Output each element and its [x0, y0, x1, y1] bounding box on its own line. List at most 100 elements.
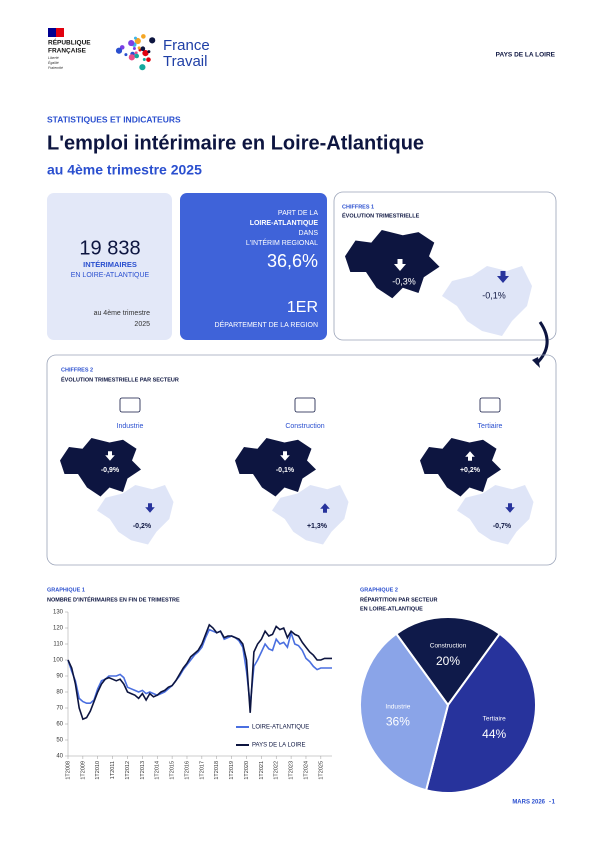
sector-name: Tertiaire: [478, 423, 503, 430]
logo-dot: [139, 64, 146, 71]
dept-map: [345, 230, 440, 299]
chart-title: RÉPARTITION PAR SECTEUR: [360, 595, 437, 603]
x-tick-label: 1T2017: [199, 761, 205, 780]
kpi-rank-label: DÉPARTEMENT DE LA REGION: [215, 320, 318, 329]
logo-dot: [141, 34, 146, 39]
kpi-label: INTÉRIMAIRES: [83, 260, 137, 269]
logo-dot: [142, 58, 146, 62]
logo-dot: [147, 50, 151, 54]
x-tick-label: 1T2024: [303, 761, 309, 780]
motto: Égalité: [48, 60, 59, 65]
kpi-label: PART DE LA: [278, 210, 318, 217]
pie-slice: [359, 632, 450, 792]
x-tick-label: 1T2025: [318, 761, 324, 780]
footer-sep: -: [549, 800, 551, 806]
slice-value: 44%: [482, 727, 506, 741]
kpi-sublabel: EN LOIRE-ATLANTIQUE: [71, 272, 150, 279]
region-change: +1,3%: [307, 523, 328, 530]
dept-map: [60, 438, 141, 497]
trend-arrow: [505, 503, 515, 513]
logo-dot: [149, 37, 156, 44]
logo-dot: [124, 53, 128, 57]
logo-dot: [134, 51, 138, 55]
x-tick-label: 1T2018: [214, 761, 220, 780]
sector-name: Construction: [285, 423, 324, 430]
brand: France: [163, 37, 210, 54]
region-change: -0,7%: [493, 523, 512, 530]
dept-change: -0,3%: [392, 276, 416, 286]
kicker: STATISTIQUES ET INDICATEURS: [47, 114, 181, 124]
dept-change: -0,1%: [276, 467, 295, 474]
kpi-value: 36,6%: [267, 251, 318, 271]
trend-arrow: [145, 503, 155, 513]
republique: FRANÇAISE: [48, 48, 87, 55]
series-line: [67, 623, 332, 721]
republique-logo: [48, 28, 64, 37]
dept-change: +0,2%: [460, 467, 481, 474]
slice-name: Industrie: [385, 703, 410, 710]
logo-dot: [132, 46, 136, 50]
panel-title: ÉVOLUTION TRIMESTRIELLE: [342, 211, 420, 219]
legend-label: PAYS DE LA LOIRE: [252, 743, 305, 749]
dept-map: [235, 438, 316, 497]
sector-icon: [119, 397, 141, 413]
y-tick-label: 120: [53, 626, 64, 632]
region-map: [97, 485, 174, 545]
logo-dot: [134, 53, 140, 59]
motto: Fraternité: [48, 66, 63, 70]
trend-arrow: [394, 259, 406, 271]
x-tick-label: 1T2022: [274, 761, 280, 780]
kpi-card: [47, 193, 172, 340]
x-tick-label: 1T2014: [155, 761, 161, 780]
panel-title: ÉVOLUTION TRIMESTRIELLE PAR SECTEUR: [61, 375, 179, 383]
trend-arrow: [465, 451, 475, 461]
y-tick-label: 80: [56, 690, 63, 696]
sector-icon: [479, 397, 501, 413]
region: PAYS DE LA LOIRE: [496, 52, 556, 59]
trend-arrow: [280, 451, 290, 461]
logo-dot: [134, 37, 141, 45]
x-tick-label: 1T2016: [184, 761, 190, 780]
slice-name: Construction: [430, 643, 467, 650]
y-tick-label: 130: [53, 610, 64, 616]
kpi-value: 19 838: [79, 237, 140, 259]
pie-slice: [424, 632, 537, 794]
trend-arrow: [497, 271, 509, 283]
panel: [333, 191, 557, 341]
x-tick-label: 1T2019: [229, 761, 235, 780]
trend-arrow: [105, 451, 115, 461]
x-tick-label: 1T2011: [110, 761, 116, 779]
x-tick-label: 1T2010: [95, 761, 101, 780]
slice-name: Tertiaire: [483, 715, 507, 722]
region-map: [457, 485, 534, 545]
chart-kicker: GRAPHIQUE 2: [360, 587, 398, 593]
sector-icon: [294, 397, 316, 413]
kpi-label: DANS: [299, 230, 319, 237]
region-change: -0,1%: [482, 290, 506, 300]
x-tick-label: 1T2008: [65, 761, 71, 780]
logo-dot: [128, 39, 135, 47]
panel: [46, 354, 557, 566]
y-tick-label: 40: [56, 754, 63, 760]
france-travail-logo: [115, 34, 156, 71]
x-tick-label: 1T2009: [80, 761, 86, 780]
flag-red: [56, 28, 64, 37]
motto: Liberté: [48, 56, 59, 60]
logo-dot: [140, 46, 146, 52]
title: L'emploi intérimaire en Loire-Atlantique: [47, 132, 424, 154]
y-tick-label: 60: [56, 722, 63, 728]
charts: 40 50 60 70 80 90 100 110 120 130 1T2008 1T2009 1T20…: [53, 610, 537, 794]
footer-page: 1: [552, 800, 556, 806]
logo-dot: [142, 49, 149, 57]
x-tick-label: 1T2021: [259, 761, 265, 780]
logo-dot: [133, 36, 137, 40]
logo-dot: [137, 46, 141, 50]
logo-dot: [115, 47, 123, 54]
kpi-period: 2025: [134, 321, 150, 328]
logo-dot: [146, 57, 151, 62]
y-tick-label: 90: [56, 674, 63, 680]
connector: [534, 321, 549, 366]
logo-dot: [128, 54, 135, 61]
